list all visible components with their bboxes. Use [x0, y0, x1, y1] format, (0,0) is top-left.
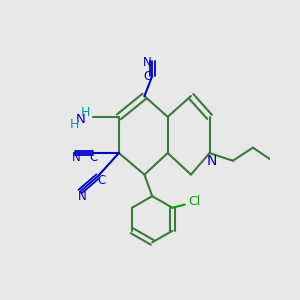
Text: C: C: [97, 174, 105, 187]
Text: Cl: Cl: [188, 195, 200, 208]
Text: N: N: [78, 190, 87, 203]
Text: H: H: [81, 106, 90, 119]
Text: C: C: [143, 70, 152, 83]
Text: N: N: [76, 113, 86, 126]
Text: N: N: [72, 151, 81, 164]
Text: N: N: [207, 154, 217, 168]
Text: N: N: [143, 56, 152, 69]
Text: H: H: [70, 118, 79, 131]
Text: C: C: [89, 151, 98, 164]
